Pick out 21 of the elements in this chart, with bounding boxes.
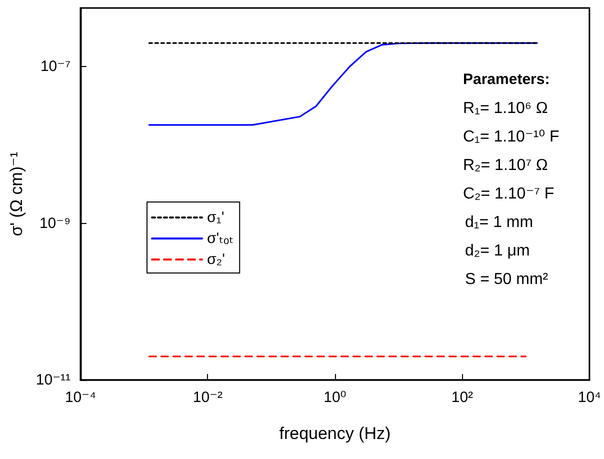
x-tick-label: 10⁴ [578, 389, 602, 406]
y-tick-label: 10⁻⁹ [39, 214, 70, 232]
annotation: d₂= 1 μm [465, 242, 530, 260]
legend-label: σ₂' [207, 251, 226, 268]
legend-label: σ'ₜₒₜ [207, 230, 234, 247]
x-tick-label: 10⁻⁴ [64, 389, 96, 406]
annotation: Parameters: [463, 71, 550, 88]
annotation: R₂= 1.10⁷ Ω [463, 157, 548, 174]
y-tick-label: 10⁻⁷ [40, 58, 70, 76]
x-tick-label: 10⁰ [324, 389, 346, 406]
x-tick-label: 10⁻² [192, 389, 223, 406]
y-axis-title: σ' (Ω cm)⁻¹ [7, 151, 26, 236]
legend-label: σ₁' [207, 209, 224, 226]
annotation: C₁= 1.10⁻¹⁰ F [463, 128, 560, 146]
x-tick-label: 10² [451, 389, 474, 406]
annotation: C₂= 1.10⁻⁷ F [463, 186, 554, 202]
annotation: d₁= 1 mm [465, 214, 534, 231]
annotation: S = 50 mm² [465, 271, 549, 288]
annotation: R₁= 1.10⁶ Ω [463, 100, 548, 117]
x-axis-title: frequency (Hz) [279, 424, 391, 443]
y-tick-label: 10⁻¹¹ [36, 372, 70, 388]
